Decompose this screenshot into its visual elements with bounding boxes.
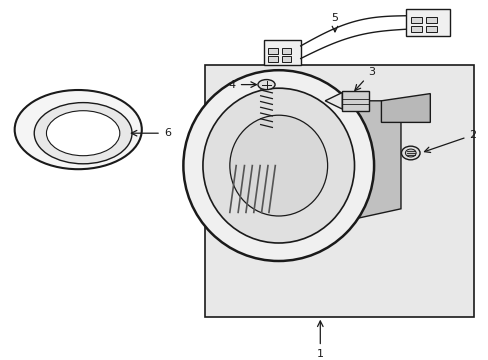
Text: 6: 6 bbox=[131, 128, 170, 138]
Bar bbox=[264, 40, 300, 65]
Text: 3: 3 bbox=[354, 67, 374, 90]
Bar bbox=[281, 48, 291, 54]
Bar bbox=[405, 9, 449, 36]
Bar bbox=[281, 56, 291, 62]
Bar bbox=[267, 56, 277, 62]
Ellipse shape bbox=[258, 80, 274, 90]
Polygon shape bbox=[381, 94, 429, 122]
Ellipse shape bbox=[46, 111, 120, 156]
Text: 4: 4 bbox=[228, 80, 256, 90]
Ellipse shape bbox=[203, 88, 354, 243]
Ellipse shape bbox=[183, 70, 373, 261]
Bar bbox=[426, 17, 436, 23]
Bar bbox=[426, 26, 436, 32]
Ellipse shape bbox=[401, 146, 419, 160]
Ellipse shape bbox=[229, 115, 327, 216]
Polygon shape bbox=[325, 93, 342, 109]
Bar bbox=[410, 26, 421, 32]
Text: 2: 2 bbox=[424, 130, 476, 153]
Ellipse shape bbox=[34, 103, 132, 164]
Bar bbox=[342, 91, 368, 111]
Ellipse shape bbox=[15, 90, 142, 169]
Text: 1: 1 bbox=[316, 321, 323, 359]
Ellipse shape bbox=[405, 149, 415, 157]
Polygon shape bbox=[268, 101, 400, 238]
Bar bbox=[205, 65, 473, 317]
Bar bbox=[410, 17, 421, 23]
Text: 5: 5 bbox=[331, 13, 338, 32]
Bar bbox=[267, 48, 277, 54]
